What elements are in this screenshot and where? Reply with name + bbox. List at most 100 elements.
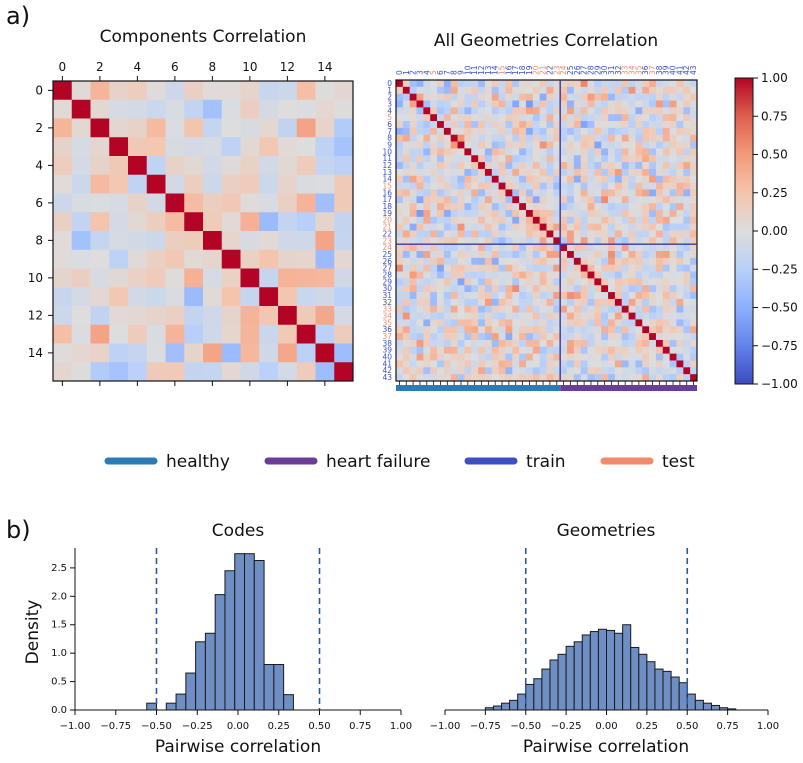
heatmap2-cell xyxy=(580,203,588,211)
heatmap2-cell xyxy=(587,346,595,354)
heatmap2-cell xyxy=(402,209,410,218)
heatmap2-cell xyxy=(690,189,698,197)
histogram-bar xyxy=(654,668,664,711)
heatmap2-cell xyxy=(608,374,616,382)
heatmap2-cell xyxy=(567,271,575,279)
heatmap2-cell xyxy=(464,175,472,183)
heatmap2-cell xyxy=(505,182,513,190)
heatmap2-cell xyxy=(601,333,609,341)
heatmap2-cell xyxy=(621,114,629,122)
heatmap2-cell xyxy=(525,312,534,320)
heatmap2-cell xyxy=(573,305,582,313)
heatmap2-cell xyxy=(676,93,684,101)
heatmap1-cell xyxy=(334,99,354,119)
heatmap1-cell xyxy=(221,99,241,119)
histogram-bar xyxy=(686,693,696,711)
heatmap2-cell xyxy=(471,312,479,320)
heatmap2-cell xyxy=(450,114,458,122)
heatmap2-cell xyxy=(519,312,527,320)
heatmap2-cell xyxy=(409,141,417,149)
heatmap2-cell xyxy=(450,162,458,170)
heatmap2-cell xyxy=(553,196,561,204)
heatmap2-cell xyxy=(614,374,623,382)
heatmap2-cell xyxy=(498,264,506,272)
heatmap2-cell xyxy=(498,257,506,266)
heatmap2-cell xyxy=(437,127,445,136)
heatmap2-cell xyxy=(505,216,513,224)
heatmap2-cell xyxy=(608,298,616,307)
heatmap2-cell xyxy=(669,251,677,259)
heatmap2-cell xyxy=(498,230,506,238)
heatmap2-cell xyxy=(396,127,404,136)
colorbar-segment xyxy=(735,294,753,298)
heatmap2-y-tick-label: 23 xyxy=(382,236,392,245)
heatmap2-cell xyxy=(553,305,561,313)
heatmap2-cell xyxy=(416,333,424,341)
heatmap2-cell xyxy=(676,326,684,334)
heatmap2-cell xyxy=(519,155,527,163)
heatmap2-cell xyxy=(621,134,629,142)
heatmap1-cell xyxy=(146,324,166,344)
heatmap1-cell xyxy=(221,174,241,194)
heatmap1-cell xyxy=(90,287,110,307)
heatmap2-cell xyxy=(649,196,657,204)
heatmap2-cell xyxy=(621,244,629,252)
heatmap2-cell xyxy=(409,285,417,293)
colorbar-segment xyxy=(735,236,753,240)
heatmap1-cell xyxy=(296,118,316,138)
heatmap2-cell xyxy=(505,374,513,382)
heatmap2-cell xyxy=(443,80,452,88)
heatmap2-y-tick-label: 27 xyxy=(382,264,392,273)
heatmap2-cell xyxy=(669,367,677,375)
heatmap2-cell xyxy=(655,312,664,320)
heatmap1-cell xyxy=(240,212,260,232)
heatmap2-cell xyxy=(573,319,582,327)
heatmap2-cell xyxy=(478,285,486,293)
heatmap2-cell xyxy=(437,155,445,163)
heatmap1-cell xyxy=(146,156,166,176)
heatmap2-cell xyxy=(416,121,424,129)
heatmap2-cell xyxy=(396,93,404,101)
heatmap2-cell xyxy=(669,175,677,183)
colorbar-segment xyxy=(735,210,753,214)
heatmap2-cell xyxy=(608,155,616,163)
heatmap2-cell xyxy=(450,264,458,272)
heatmap2-cell xyxy=(478,264,486,272)
heatmap2-cell xyxy=(491,100,499,108)
heatmap2-cell xyxy=(553,189,561,197)
heatmap2-cell xyxy=(505,189,513,197)
heatmap2-cell xyxy=(478,155,486,163)
heatmap2-cell xyxy=(437,298,445,307)
heatmap2-cell xyxy=(573,244,582,252)
heatmap2-cell xyxy=(628,107,636,115)
heatmap2-cell xyxy=(416,271,424,279)
heatmap2-cell xyxy=(683,216,691,224)
heatmap2-cell xyxy=(614,346,623,354)
heatmap2-cell xyxy=(409,374,417,382)
heatmap2-cell xyxy=(642,121,650,129)
heatmap2-cell xyxy=(601,271,609,279)
heatmap2-cell xyxy=(621,93,629,101)
heatmap2-cell xyxy=(423,216,431,224)
heatmap2-x-tick-label: 26 xyxy=(573,65,582,75)
heatmap2-cell xyxy=(546,230,554,238)
heatmap2-cell xyxy=(580,93,588,101)
heatmap1-cell xyxy=(53,287,73,307)
heatmap2-cell xyxy=(512,319,520,327)
heatmap2-cell xyxy=(519,237,527,245)
heatmap1-cell xyxy=(203,249,223,269)
heatmap2-cell xyxy=(430,237,438,245)
heatmap2-cell xyxy=(409,298,417,307)
heatmap2-cell xyxy=(423,333,431,341)
heatmap2-cell xyxy=(573,203,582,211)
heatmap2-cell xyxy=(478,127,486,136)
heatmap2-cell xyxy=(567,127,575,136)
heatmap2-cell xyxy=(649,292,657,300)
heatmap2-cell xyxy=(649,285,657,293)
heatmap2-cell xyxy=(546,100,554,108)
heatmap2-cell xyxy=(601,298,609,307)
heatmap2-y-tick-label: 42 xyxy=(382,366,392,375)
heatmap2-cell xyxy=(580,271,588,279)
heatmap2-cell xyxy=(662,196,670,204)
heatmap2-cell xyxy=(601,319,609,327)
